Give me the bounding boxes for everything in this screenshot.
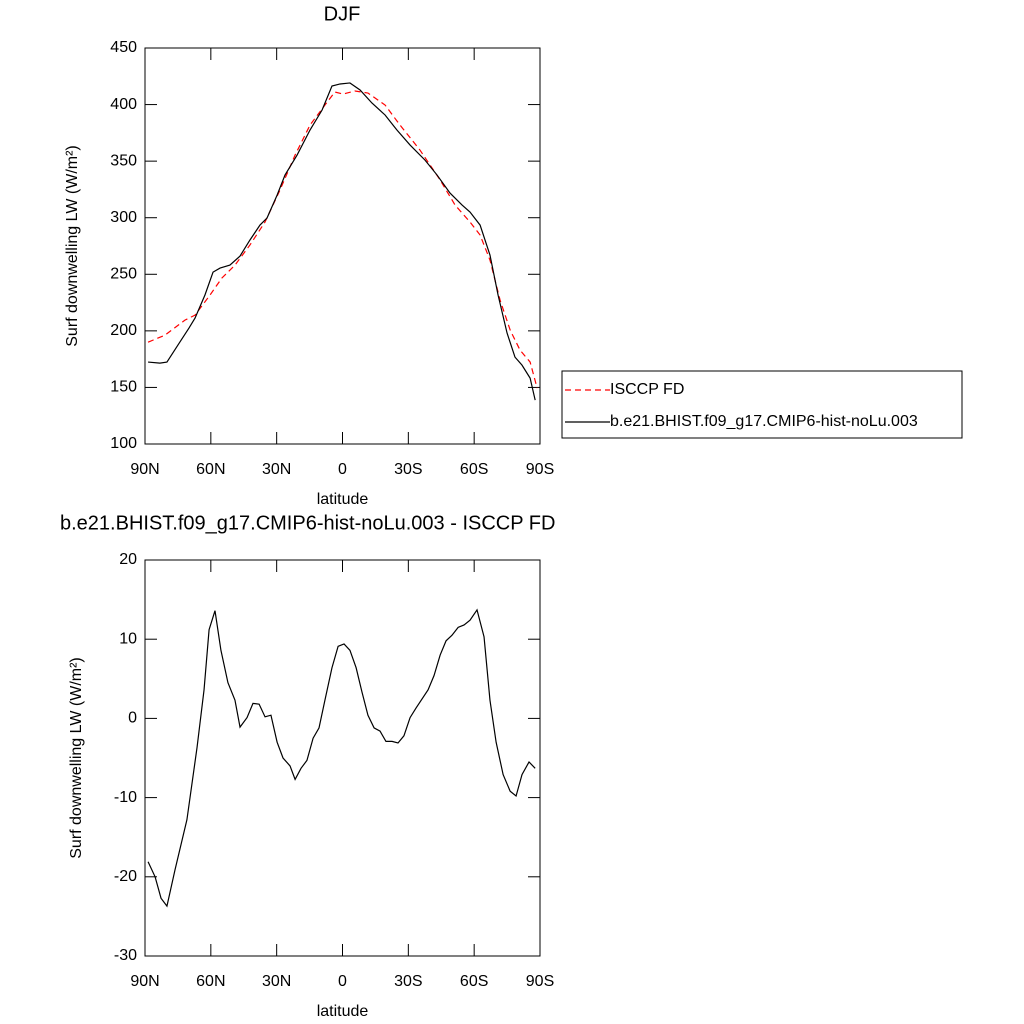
x-tick-label: 30S (394, 973, 422, 990)
x-tick-label: 60N (196, 973, 225, 990)
chart-title: b.e21.BHIST.f09_g17.CMIP6-hist-noLu.003 … (60, 512, 555, 534)
data-line (147, 90, 538, 389)
legend-box (561, 370, 963, 439)
data-line (148, 82, 536, 401)
y-tick-label: 0 (128, 710, 137, 727)
y-tick-label: 450 (110, 39, 137, 56)
y-tick-label: 100 (110, 435, 137, 452)
x-tick-label: 30S (394, 461, 422, 478)
y-tick-label: 200 (110, 322, 137, 339)
data-line (147, 608, 536, 908)
y-tick-label: 20 (119, 551, 137, 568)
x-tick-label: 90S (526, 973, 554, 990)
y-tick-label: -20 (114, 868, 137, 885)
y-axis-label: Surf downwelling LW (W/m²) (68, 657, 85, 859)
x-tick-label: 0 (338, 461, 347, 478)
plot-frame (144, 47, 541, 445)
y-tick-label: 350 (110, 152, 137, 169)
x-tick-label: 30N (262, 461, 291, 478)
chart-title: DJF (324, 3, 361, 25)
x-tick-label: 90S (526, 461, 554, 478)
x-tick-label: 60N (196, 461, 225, 478)
x-tick-label: 60S (460, 973, 488, 990)
y-tick-label: -10 (114, 789, 137, 806)
x-tick-label: 90N (130, 973, 159, 990)
legend-label: b.e21.BHIST.f09_g17.CMIP6-hist-noLu.003 (610, 413, 918, 430)
y-tick-label: 300 (110, 209, 137, 226)
x-tick-label: 0 (338, 973, 347, 990)
y-tick-label: -30 (114, 947, 137, 964)
y-tick-label: 250 (110, 266, 137, 283)
x-axis-label: latitude (317, 491, 369, 508)
y-tick-label: 150 (110, 379, 137, 396)
x-tick-label: 30N (262, 973, 291, 990)
x-tick-label: 90N (130, 461, 159, 478)
y-axis-label: Surf downwelling LW (W/m²) (64, 145, 81, 347)
legend-label: ISCCP FD (610, 381, 684, 398)
x-tick-label: 60S (460, 461, 488, 478)
y-tick-label: 400 (110, 96, 137, 113)
x-axis-label: latitude (317, 1003, 369, 1020)
plot-frame (144, 559, 541, 957)
y-tick-label: 10 (119, 630, 137, 647)
